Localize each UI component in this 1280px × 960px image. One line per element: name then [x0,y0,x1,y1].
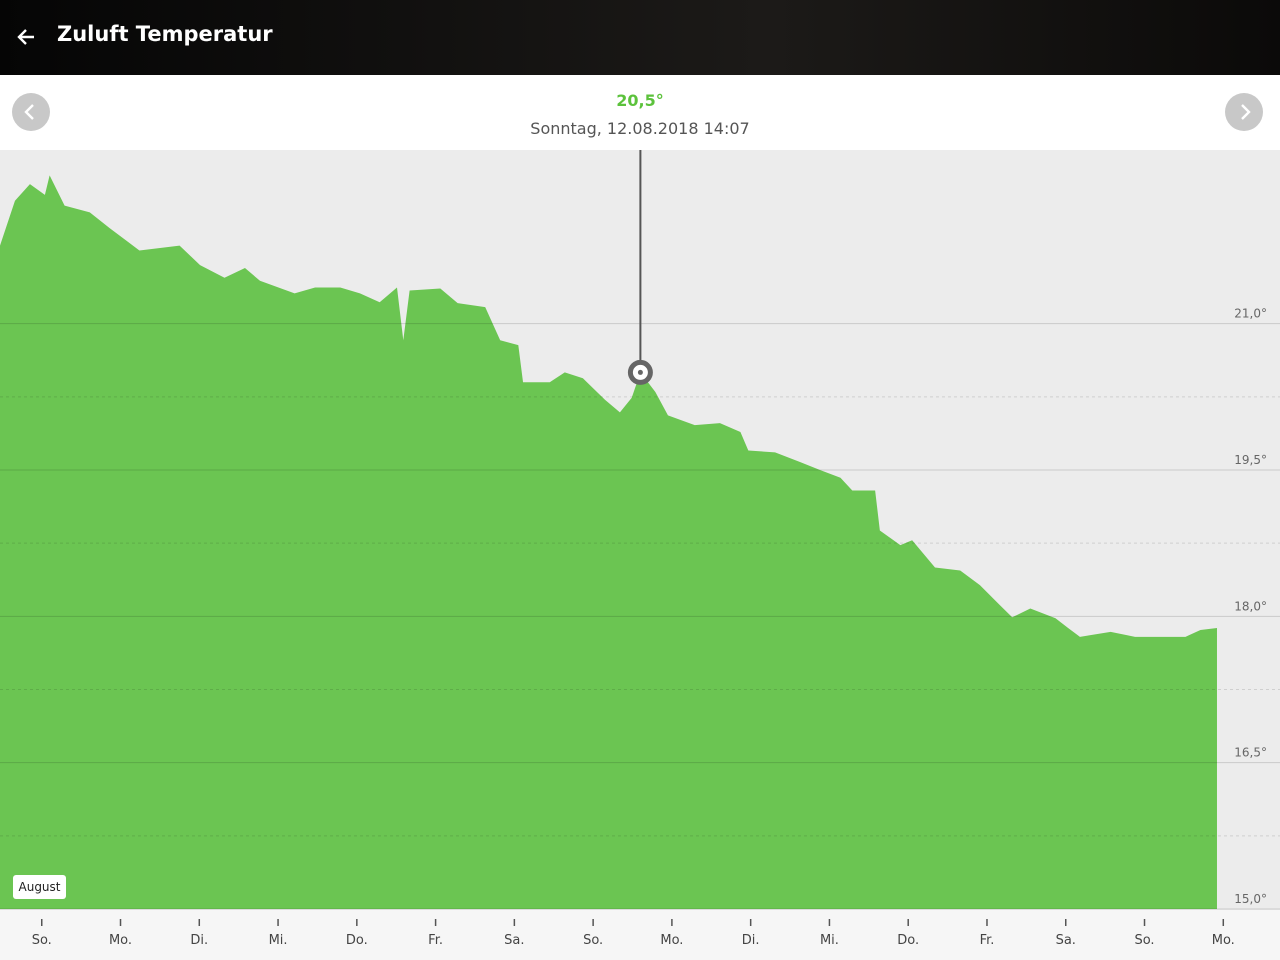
x-tick-label: So. [32,933,52,948]
x-tick-label: Do. [897,933,919,948]
x-axis-band [0,910,1280,960]
x-tick-label: Sa. [504,933,524,948]
back-button[interactable] [12,22,42,52]
month-label: August [19,880,61,894]
x-tick-label: Di. [190,933,208,948]
page-title: Zuluft Temperatur [57,22,273,46]
x-tick-label: So. [583,933,603,948]
x-tick-label: Sa. [1056,933,1076,948]
selected-value: 20,5° [616,91,664,110]
x-tick-label: So. [1134,933,1154,948]
readout: 20,5° Sonntag, 12.08.2018 14:07 [0,75,1280,150]
x-tick-label: Mi. [820,933,839,948]
x-tick-label: Mi. [269,933,288,948]
x-tick-label: Di. [742,933,760,948]
x-tick-label: Fr. [980,933,995,948]
y-tick-label: 15,0° [1234,892,1267,906]
chart: 15,0° 16,5° 18,0° 19,5° 21,0° So. Mo. Di. Mi. Do.… [0,150,1280,960]
x-tick-label: Mo. [1212,933,1235,948]
header: Zuluft Temperatur [0,0,1280,75]
y-tick-label: 21,0° [1234,307,1267,321]
prev-button[interactable] [12,93,50,131]
x-tick-label: Do. [346,933,368,948]
y-tick-label: 16,5° [1234,746,1267,760]
y-tick-label: 18,0° [1234,599,1267,613]
selection-dot [637,369,643,375]
month-badge [13,875,66,899]
x-tick-label: Fr. [428,933,443,948]
x-tick-label: Mo. [109,933,132,948]
selected-date: Sonntag, 12.08.2018 14:07 [530,119,750,138]
temperature-area [0,175,1217,909]
x-tick-label: Mo. [660,933,683,948]
y-tick-label: 19,5° [1234,453,1267,467]
next-button[interactable] [1225,93,1263,131]
